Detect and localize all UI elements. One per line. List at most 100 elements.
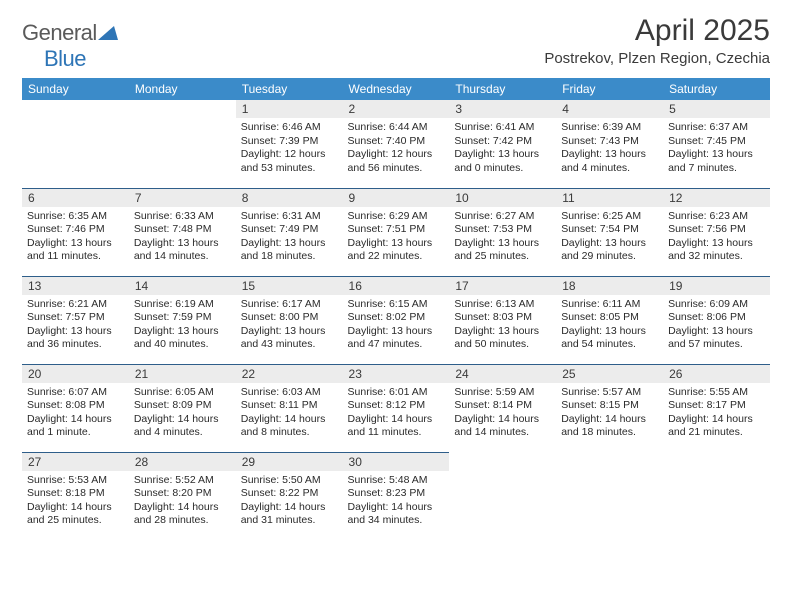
day-number: 30 bbox=[343, 453, 450, 471]
logo-text: General Blue bbox=[22, 20, 118, 72]
calendar-day-cell: 12Sunrise: 6:23 AMSunset: 7:56 PMDayligh… bbox=[663, 188, 770, 276]
calendar-day-cell: 3Sunrise: 6:41 AMSunset: 7:42 PMDaylight… bbox=[449, 100, 556, 188]
calendar-day-cell: 24Sunrise: 5:59 AMSunset: 8:14 PMDayligh… bbox=[449, 364, 556, 452]
calendar-day-cell: 16Sunrise: 6:15 AMSunset: 8:02 PMDayligh… bbox=[343, 276, 450, 364]
calendar-day-cell: 21Sunrise: 6:05 AMSunset: 8:09 PMDayligh… bbox=[129, 364, 236, 452]
calendar-day-cell: 18Sunrise: 6:11 AMSunset: 8:05 PMDayligh… bbox=[556, 276, 663, 364]
day-content: Sunrise: 6:46 AMSunset: 7:39 PMDaylight:… bbox=[236, 118, 343, 180]
calendar-body: ----1Sunrise: 6:46 AMSunset: 7:39 PMDayl… bbox=[22, 100, 770, 540]
calendar-week-row: 6Sunrise: 6:35 AMSunset: 7:46 PMDaylight… bbox=[22, 188, 770, 276]
day-number: 17 bbox=[449, 277, 556, 295]
calendar-day-cell: 13Sunrise: 6:21 AMSunset: 7:57 PMDayligh… bbox=[22, 276, 129, 364]
day-content: Sunrise: 6:15 AMSunset: 8:02 PMDaylight:… bbox=[343, 295, 450, 357]
day-content: Sunrise: 6:01 AMSunset: 8:12 PMDaylight:… bbox=[343, 383, 450, 445]
day-content: Sunrise: 6:27 AMSunset: 7:53 PMDaylight:… bbox=[449, 207, 556, 269]
logo-word-general: General bbox=[22, 20, 97, 45]
day-content: Sunrise: 6:29 AMSunset: 7:51 PMDaylight:… bbox=[343, 207, 450, 269]
calendar-day-cell: 2Sunrise: 6:44 AMSunset: 7:40 PMDaylight… bbox=[343, 100, 450, 188]
calendar-day-cell: 8Sunrise: 6:31 AMSunset: 7:49 PMDaylight… bbox=[236, 188, 343, 276]
calendar-day-cell: 29Sunrise: 5:50 AMSunset: 8:22 PMDayligh… bbox=[236, 452, 343, 540]
calendar-day-cell: 19Sunrise: 6:09 AMSunset: 8:06 PMDayligh… bbox=[663, 276, 770, 364]
weekday-header: Friday bbox=[556, 78, 663, 100]
calendar-day-cell: 11Sunrise: 6:25 AMSunset: 7:54 PMDayligh… bbox=[556, 188, 663, 276]
day-number: 21 bbox=[129, 365, 236, 383]
logo-word-blue: Blue bbox=[44, 46, 86, 71]
calendar-day-cell: 25Sunrise: 5:57 AMSunset: 8:15 PMDayligh… bbox=[556, 364, 663, 452]
day-number: 29 bbox=[236, 453, 343, 471]
day-number: 16 bbox=[343, 277, 450, 295]
calendar-day-cell: 22Sunrise: 6:03 AMSunset: 8:11 PMDayligh… bbox=[236, 364, 343, 452]
day-content: Sunrise: 6:05 AMSunset: 8:09 PMDaylight:… bbox=[129, 383, 236, 445]
weekday-header: Thursday bbox=[449, 78, 556, 100]
calendar-week-row: 13Sunrise: 6:21 AMSunset: 7:57 PMDayligh… bbox=[22, 276, 770, 364]
day-content: Sunrise: 6:09 AMSunset: 8:06 PMDaylight:… bbox=[663, 295, 770, 357]
day-number: 15 bbox=[236, 277, 343, 295]
day-number: 10 bbox=[449, 189, 556, 207]
weekday-header: Wednesday bbox=[343, 78, 450, 100]
logo-triangle-icon bbox=[98, 24, 118, 45]
day-content: Sunrise: 5:59 AMSunset: 8:14 PMDaylight:… bbox=[449, 383, 556, 445]
calendar-day-cell: 5Sunrise: 6:37 AMSunset: 7:45 PMDaylight… bbox=[663, 100, 770, 188]
month-title: April 2025 bbox=[544, 14, 770, 48]
weekday-header: Monday bbox=[129, 78, 236, 100]
day-content: Sunrise: 6:25 AMSunset: 7:54 PMDaylight:… bbox=[556, 207, 663, 269]
day-content: Sunrise: 6:13 AMSunset: 8:03 PMDaylight:… bbox=[449, 295, 556, 357]
calendar-day-cell: 7Sunrise: 6:33 AMSunset: 7:48 PMDaylight… bbox=[129, 188, 236, 276]
day-content: Sunrise: 5:52 AMSunset: 8:20 PMDaylight:… bbox=[129, 471, 236, 533]
weekday-header: Tuesday bbox=[236, 78, 343, 100]
day-content: Sunrise: 6:19 AMSunset: 7:59 PMDaylight:… bbox=[129, 295, 236, 357]
day-number: 13 bbox=[22, 277, 129, 295]
day-content: Sunrise: 5:50 AMSunset: 8:22 PMDaylight:… bbox=[236, 471, 343, 533]
day-content: Sunrise: 5:57 AMSunset: 8:15 PMDaylight:… bbox=[556, 383, 663, 445]
day-number: 25 bbox=[556, 365, 663, 383]
calendar-day-cell: -- bbox=[556, 452, 663, 540]
calendar-day-cell: 27Sunrise: 5:53 AMSunset: 8:18 PMDayligh… bbox=[22, 452, 129, 540]
day-number: 27 bbox=[22, 453, 129, 471]
day-number: 3 bbox=[449, 100, 556, 118]
day-content: Sunrise: 6:11 AMSunset: 8:05 PMDaylight:… bbox=[556, 295, 663, 357]
day-number: 26 bbox=[663, 365, 770, 383]
day-content: Sunrise: 6:35 AMSunset: 7:46 PMDaylight:… bbox=[22, 207, 129, 269]
day-content: Sunrise: 6:33 AMSunset: 7:48 PMDaylight:… bbox=[129, 207, 236, 269]
day-number: 8 bbox=[236, 189, 343, 207]
day-content: Sunrise: 5:55 AMSunset: 8:17 PMDaylight:… bbox=[663, 383, 770, 445]
calendar-day-cell: -- bbox=[663, 452, 770, 540]
weekday-header-row: SundayMondayTuesdayWednesdayThursdayFrid… bbox=[22, 78, 770, 100]
day-number: 5 bbox=[663, 100, 770, 118]
weekday-header: Saturday bbox=[663, 78, 770, 100]
day-number: 4 bbox=[556, 100, 663, 118]
calendar-week-row: 20Sunrise: 6:07 AMSunset: 8:08 PMDayligh… bbox=[22, 364, 770, 452]
day-content: Sunrise: 6:41 AMSunset: 7:42 PMDaylight:… bbox=[449, 118, 556, 180]
day-number: 11 bbox=[556, 189, 663, 207]
calendar-day-cell: -- bbox=[129, 100, 236, 188]
calendar-day-cell: 15Sunrise: 6:17 AMSunset: 8:00 PMDayligh… bbox=[236, 276, 343, 364]
header: General Blue April 2025 Postrekov, Plzen… bbox=[22, 14, 770, 72]
day-content: Sunrise: 5:53 AMSunset: 8:18 PMDaylight:… bbox=[22, 471, 129, 533]
day-number: 24 bbox=[449, 365, 556, 383]
calendar-day-cell: 1Sunrise: 6:46 AMSunset: 7:39 PMDaylight… bbox=[236, 100, 343, 188]
calendar-day-cell: -- bbox=[449, 452, 556, 540]
calendar-day-cell: 23Sunrise: 6:01 AMSunset: 8:12 PMDayligh… bbox=[343, 364, 450, 452]
day-number: 22 bbox=[236, 365, 343, 383]
calendar-day-cell: 4Sunrise: 6:39 AMSunset: 7:43 PMDaylight… bbox=[556, 100, 663, 188]
day-content: Sunrise: 6:39 AMSunset: 7:43 PMDaylight:… bbox=[556, 118, 663, 180]
day-content: Sunrise: 6:31 AMSunset: 7:49 PMDaylight:… bbox=[236, 207, 343, 269]
calendar-week-row: ----1Sunrise: 6:46 AMSunset: 7:39 PMDayl… bbox=[22, 100, 770, 188]
title-block: April 2025 Postrekov, Plzen Region, Czec… bbox=[544, 14, 770, 67]
day-number: 7 bbox=[129, 189, 236, 207]
location: Postrekov, Plzen Region, Czechia bbox=[544, 50, 770, 67]
calendar-day-cell: 26Sunrise: 5:55 AMSunset: 8:17 PMDayligh… bbox=[663, 364, 770, 452]
day-number: 20 bbox=[22, 365, 129, 383]
day-content: Sunrise: 6:21 AMSunset: 7:57 PMDaylight:… bbox=[22, 295, 129, 357]
calendar-day-cell: -- bbox=[22, 100, 129, 188]
calendar-day-cell: 28Sunrise: 5:52 AMSunset: 8:20 PMDayligh… bbox=[129, 452, 236, 540]
day-content: Sunrise: 6:03 AMSunset: 8:11 PMDaylight:… bbox=[236, 383, 343, 445]
day-content: Sunrise: 6:07 AMSunset: 8:08 PMDaylight:… bbox=[22, 383, 129, 445]
calendar-day-cell: 9Sunrise: 6:29 AMSunset: 7:51 PMDaylight… bbox=[343, 188, 450, 276]
day-number: 14 bbox=[129, 277, 236, 295]
day-number: 6 bbox=[22, 189, 129, 207]
calendar-table: SundayMondayTuesdayWednesdayThursdayFrid… bbox=[22, 78, 770, 540]
calendar-day-cell: 20Sunrise: 6:07 AMSunset: 8:08 PMDayligh… bbox=[22, 364, 129, 452]
calendar-day-cell: 6Sunrise: 6:35 AMSunset: 7:46 PMDaylight… bbox=[22, 188, 129, 276]
day-content: Sunrise: 5:48 AMSunset: 8:23 PMDaylight:… bbox=[343, 471, 450, 533]
